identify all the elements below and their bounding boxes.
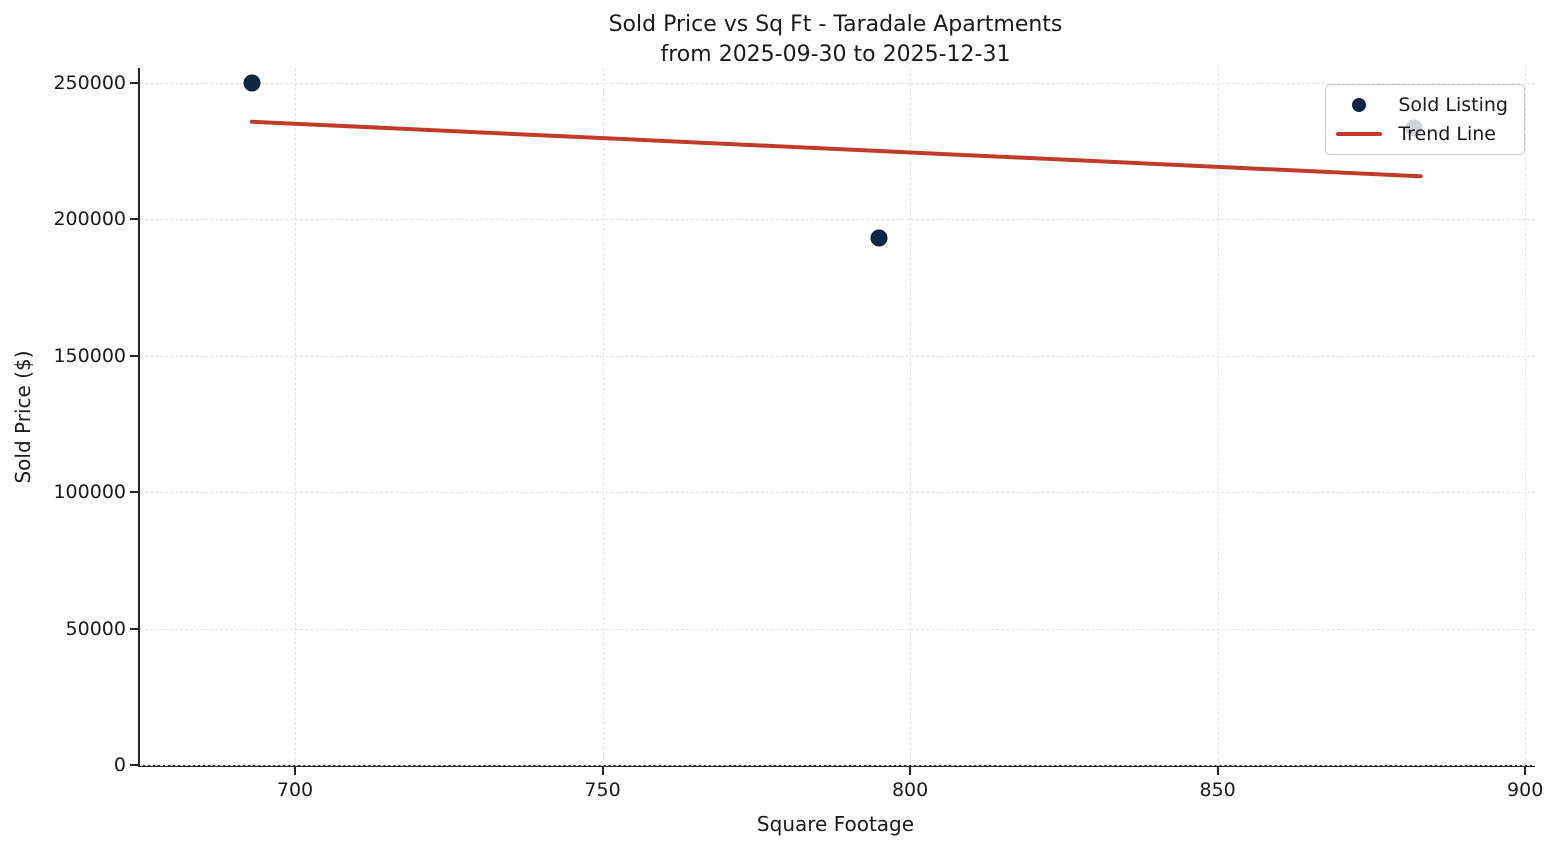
x-tick-mark: [293, 767, 296, 775]
x-tick-mark: [1524, 767, 1527, 775]
y-gridline: [140, 355, 1535, 357]
x-tick-label: 750: [584, 779, 621, 801]
chart-title-block: Sold Price vs Sq Ft - Taradale Apartment…: [138, 10, 1533, 70]
x-gridline: [294, 68, 296, 765]
chart-title: Sold Price vs Sq Ft - Taradale Apartment…: [608, 12, 1063, 37]
y-gridline: [140, 765, 1535, 766]
x-tick-label: 700: [276, 779, 314, 801]
x-tick-mark: [1216, 767, 1219, 775]
data-point: [243, 74, 261, 92]
legend-label: Trend Line: [1398, 123, 1496, 145]
plot-area: 250000 200000 150000 100000 50000 0 900 850 800 7…: [53, 68, 1543, 801]
y-gridline: [140, 83, 1535, 84]
x-gridline: [910, 68, 912, 765]
y-tick-label: 50000: [65, 617, 126, 640]
y-tick-label: 250000: [53, 72, 126, 94]
legend-marker-cell: [1336, 98, 1382, 112]
y-tick-mark: [130, 82, 138, 84]
data-point: [870, 229, 888, 247]
legend-label: Sold Listing: [1398, 94, 1508, 116]
y-tick-mark: [130, 764, 138, 766]
y-tick-label: 200000: [53, 208, 126, 231]
legend: Sold Listing Trend Line: [1325, 84, 1525, 155]
y-gridline: [140, 219, 1535, 221]
x-tick-label: 900: [1507, 779, 1544, 801]
x-tick-label: 800: [891, 779, 929, 801]
x-tick-mark: [601, 767, 604, 775]
x-axis-label: Square Footage: [756, 812, 915, 836]
trend-line-sample-icon: [1336, 132, 1383, 136]
y-gridline: [140, 492, 1535, 494]
legend-marker-cell: [1336, 132, 1383, 136]
chart-subtitle: from 2025-09-30 to 2025-12-31: [660, 42, 1011, 67]
x-tick-mark: [909, 767, 912, 775]
y-tick-mark: [130, 491, 138, 494]
x-gridline: [602, 68, 604, 765]
y-tick-mark: [130, 218, 138, 221]
y-tick-mark: [130, 627, 138, 630]
y-tick-label: 150000: [53, 344, 126, 367]
y-gridline: [140, 628, 1535, 630]
y-tick-mark: [130, 354, 138, 357]
x-gridline: [1525, 68, 1527, 765]
sold-listing-dot-icon: [1352, 98, 1367, 112]
trend-line: [140, 68, 1535, 765]
y-axis-label: Sold Price ($): [11, 350, 35, 484]
legend-entry-trend-line: Trend Line: [1336, 123, 1508, 145]
legend-entry-sold-listing: Sold Listing: [1336, 94, 1508, 116]
y-tick-label: 100000: [53, 481, 126, 504]
x-tick-label: 850: [1199, 779, 1236, 801]
y-tick-label: 0: [113, 754, 126, 776]
x-gridline: [1217, 68, 1219, 765]
